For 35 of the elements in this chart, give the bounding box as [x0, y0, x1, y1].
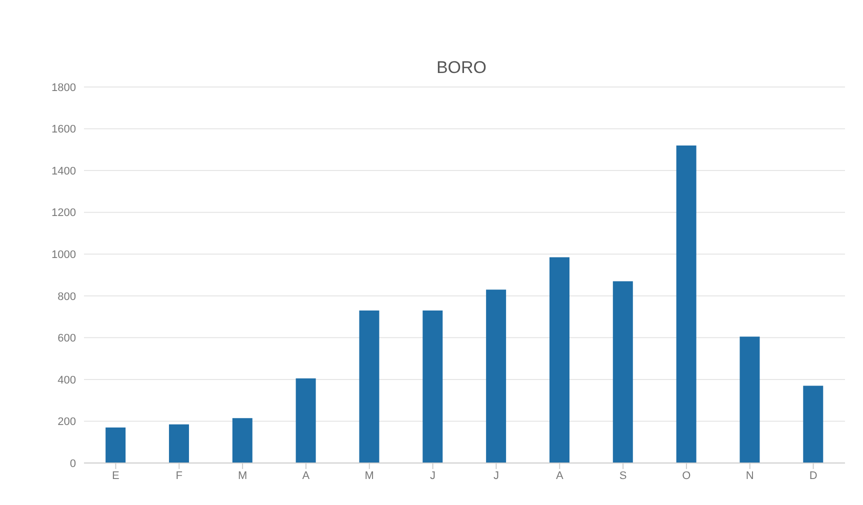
- x-tick-label: J: [430, 470, 436, 482]
- bar: [803, 386, 824, 463]
- bar: [740, 336, 760, 463]
- x-tick-label: A: [556, 470, 564, 482]
- x-tick-label: S: [619, 470, 627, 482]
- bar: [612, 281, 633, 463]
- x-tick-label: F: [176, 470, 183, 482]
- bar: [549, 257, 570, 463]
- y-tick-label: 800: [58, 290, 76, 303]
- y-tick-label: 0: [70, 458, 76, 470]
- y-tick-label: 1600: [52, 124, 76, 136]
- y-tick-label: 200: [58, 416, 76, 428]
- bar: [422, 310, 443, 463]
- y-tick-label: 600: [58, 332, 76, 345]
- x-tick-label: D: [809, 470, 818, 482]
- bar: [106, 427, 126, 463]
- y-tick-label: 1400: [52, 165, 76, 178]
- y-tick-label: 400: [58, 374, 76, 386]
- x-tick-label: E: [112, 470, 120, 482]
- bar: [168, 424, 189, 463]
- bar: [486, 290, 506, 463]
- y-tick-label: 1800: [52, 82, 76, 94]
- chart-title: BORO: [435, 58, 488, 78]
- bar: [232, 418, 252, 463]
- x-tick-label: O: [682, 470, 692, 482]
- x-tick-label: A: [302, 470, 310, 482]
- x-tick-label: N: [746, 470, 754, 482]
- y-tick-label: 1000: [52, 249, 76, 262]
- bar: [296, 378, 316, 463]
- x-tick-label: M: [364, 470, 374, 482]
- x-tick-label: M: [238, 470, 248, 482]
- y-tick-label: 1200: [52, 207, 76, 220]
- bar: [359, 310, 380, 463]
- bar: [676, 145, 696, 463]
- x-tick-label: J: [493, 470, 499, 482]
